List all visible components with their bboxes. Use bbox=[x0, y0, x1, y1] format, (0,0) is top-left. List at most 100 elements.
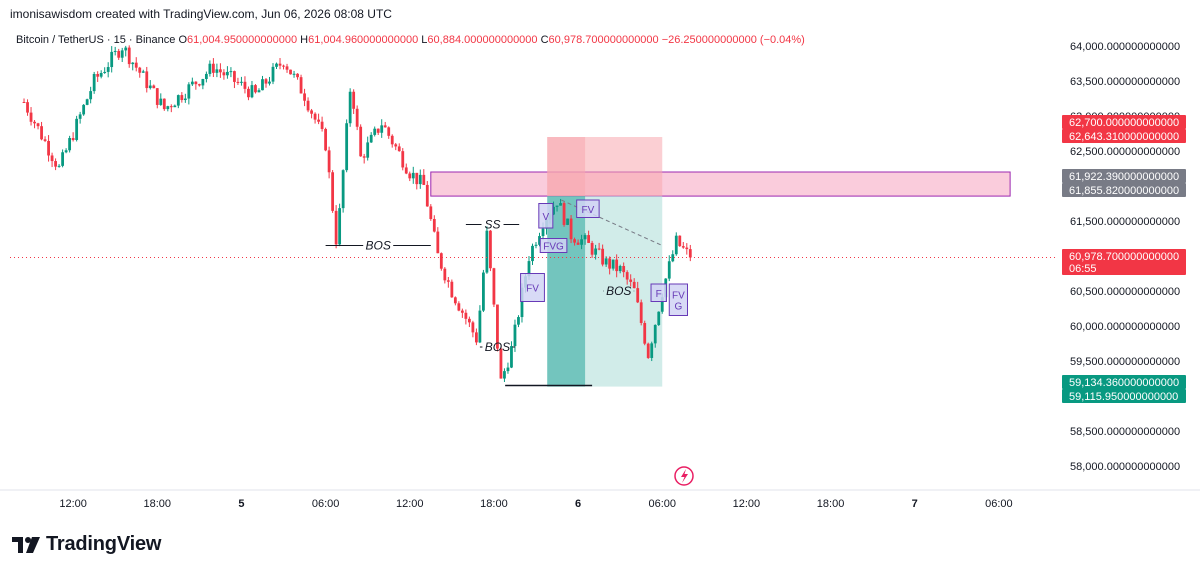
candle-body bbox=[201, 79, 205, 86]
candle-body bbox=[555, 205, 559, 207]
price-tag bbox=[1062, 375, 1186, 389]
price-tick-label: 60,000.000000000000 bbox=[1070, 321, 1180, 333]
price-axis[interactable]: 64,000.00000000000063,500.00000000000063… bbox=[1070, 41, 1180, 473]
legend-change: −26.250000000000 (−0.04%) bbox=[662, 34, 805, 46]
candle-body bbox=[415, 172, 419, 185]
candle-body bbox=[338, 208, 342, 245]
candle-body bbox=[78, 114, 82, 119]
candle-body bbox=[397, 146, 401, 152]
candle-body bbox=[373, 128, 377, 135]
candle-body bbox=[632, 281, 636, 289]
candle-body bbox=[443, 268, 447, 281]
candle-body bbox=[292, 73, 296, 75]
tradingview-brand: TradingView bbox=[12, 533, 161, 556]
candle-body bbox=[299, 77, 303, 94]
candle-body bbox=[394, 144, 398, 147]
tradingview-logo-icon bbox=[12, 536, 40, 553]
candle-body bbox=[197, 84, 201, 86]
candle-body bbox=[569, 218, 573, 240]
price-tick-label: 58,500.000000000000 bbox=[1070, 426, 1180, 438]
time-axis[interactable]: 12:00 18:00 5 06:00 12:00 18:00 6 06:00 12:00 18:… bbox=[0, 489, 1200, 510]
candle-body bbox=[643, 322, 647, 344]
candle-body bbox=[562, 203, 566, 225]
legend-close-label: C bbox=[541, 34, 549, 46]
fvg-label: G bbox=[674, 301, 682, 312]
candle-body bbox=[289, 69, 292, 75]
lightning-icon[interactable] bbox=[674, 466, 694, 486]
candle-body bbox=[261, 79, 264, 91]
candle-body bbox=[117, 50, 121, 58]
fvg-label: FV bbox=[672, 290, 685, 301]
candle-body bbox=[89, 91, 93, 100]
price-tag-label: 61,855.820000000000 bbox=[1069, 185, 1179, 197]
fvg-box bbox=[650, 283, 667, 302]
price-tag-label: 59,115.950000000000 bbox=[1069, 391, 1178, 403]
candle-body bbox=[68, 138, 72, 151]
candle-body bbox=[587, 235, 591, 243]
fvg-box bbox=[539, 238, 568, 253]
candle-body bbox=[187, 84, 191, 99]
candle-body bbox=[257, 90, 261, 93]
fvg-label: FVG bbox=[543, 242, 564, 253]
candle-body bbox=[155, 88, 159, 105]
candle-body bbox=[29, 112, 33, 122]
candle-body bbox=[120, 50, 124, 58]
candle-body bbox=[499, 348, 503, 379]
candle-body bbox=[106, 67, 110, 72]
candle-body bbox=[348, 91, 352, 124]
fvg-label: FV bbox=[526, 284, 539, 295]
candle-body bbox=[615, 259, 619, 272]
legend-symbol: Bitcoin / TetherUS · 15 · Binance bbox=[16, 34, 178, 46]
symbol-legend: Bitcoin / TetherUS · 15 · Binance O61,00… bbox=[16, 34, 805, 46]
candle-body bbox=[26, 102, 29, 113]
candle-body bbox=[22, 102, 26, 103]
candle-body bbox=[629, 279, 633, 282]
candle-body bbox=[538, 236, 541, 245]
candle-body bbox=[110, 51, 114, 68]
legend-low-label: L bbox=[421, 34, 427, 46]
candle-body bbox=[47, 140, 50, 156]
candle-body bbox=[345, 123, 349, 171]
candle-body bbox=[152, 85, 156, 89]
chart-credit: imonisawisdom created with TradingView.c… bbox=[10, 7, 392, 21]
time-tick-label: 12:00 bbox=[733, 498, 761, 510]
candle-body bbox=[401, 151, 405, 168]
candle-body bbox=[625, 272, 629, 280]
price-tag bbox=[1062, 169, 1186, 183]
candle-body bbox=[601, 248, 605, 265]
candle-body bbox=[460, 310, 464, 313]
candle-body bbox=[660, 297, 664, 312]
price-tick-label: 61,500.000000000000 bbox=[1070, 216, 1180, 228]
candle-body bbox=[681, 246, 685, 248]
candle-body bbox=[334, 210, 338, 245]
legend-line: Bitcoin / TetherUS · 15 · Binance O61,00… bbox=[16, 34, 805, 46]
stop-loss-inner bbox=[547, 137, 586, 197]
candle-body bbox=[376, 128, 380, 133]
candle-body bbox=[138, 67, 142, 73]
candle-body bbox=[317, 119, 320, 122]
candle-body bbox=[513, 324, 517, 347]
price-tick-label: 59,500.000000000000 bbox=[1070, 356, 1180, 368]
candle-body bbox=[54, 161, 57, 167]
candle-body bbox=[506, 367, 510, 372]
candle-body bbox=[85, 99, 89, 105]
candlestick-chart[interactable]: Bitcoin / TetherUS · 15 · Binance O61,00… bbox=[0, 25, 1200, 525]
candle-body bbox=[36, 123, 40, 127]
candle-body bbox=[208, 63, 212, 74]
candle-body bbox=[278, 63, 282, 66]
price-tag bbox=[1062, 183, 1186, 197]
candle-body bbox=[43, 139, 47, 141]
candle-body bbox=[247, 88, 250, 98]
candle-body bbox=[169, 106, 173, 108]
candle-body bbox=[390, 135, 394, 145]
candle-body bbox=[173, 105, 177, 108]
candle-body bbox=[496, 304, 499, 349]
candle-body bbox=[341, 170, 345, 209]
fvg-label: V bbox=[542, 212, 549, 223]
candle-body bbox=[527, 261, 531, 277]
price-tag bbox=[1062, 389, 1186, 403]
candle-body bbox=[510, 346, 513, 368]
candle-body bbox=[271, 66, 275, 82]
candle-body bbox=[236, 81, 240, 83]
candle-body bbox=[622, 265, 626, 273]
